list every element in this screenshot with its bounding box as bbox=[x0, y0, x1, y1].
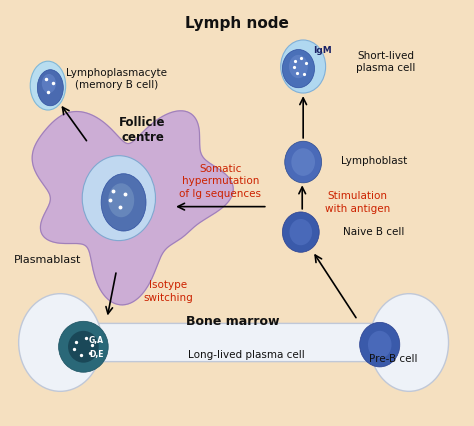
Ellipse shape bbox=[290, 219, 312, 245]
Ellipse shape bbox=[292, 148, 315, 176]
Ellipse shape bbox=[283, 49, 315, 88]
Text: Somatic
hypermutation
of Ig sequences: Somatic hypermutation of Ig sequences bbox=[180, 164, 262, 199]
Text: Lymph node: Lymph node bbox=[185, 16, 289, 31]
Text: Isotype
switching: Isotype switching bbox=[144, 280, 193, 303]
Text: Short-lived
plasma cell: Short-lived plasma cell bbox=[356, 51, 416, 73]
Ellipse shape bbox=[289, 55, 308, 78]
Ellipse shape bbox=[360, 322, 400, 367]
Text: D,E: D,E bbox=[89, 350, 104, 359]
Text: G,A: G,A bbox=[89, 336, 104, 345]
Text: Follicle
centre: Follicle centre bbox=[119, 116, 166, 144]
Ellipse shape bbox=[42, 74, 56, 93]
Text: Pre-B cell: Pre-B cell bbox=[369, 354, 417, 365]
Text: Lymphoblast: Lymphoblast bbox=[341, 156, 407, 166]
Text: Long-lived plasma cell: Long-lived plasma cell bbox=[188, 350, 305, 360]
Ellipse shape bbox=[37, 70, 64, 106]
FancyBboxPatch shape bbox=[54, 323, 416, 362]
Ellipse shape bbox=[18, 294, 102, 391]
Text: IgM: IgM bbox=[314, 46, 332, 55]
Ellipse shape bbox=[370, 294, 448, 391]
Ellipse shape bbox=[285, 141, 321, 183]
Text: Lymphoplasmacyte
(memory B cell): Lymphoplasmacyte (memory B cell) bbox=[66, 68, 167, 90]
Text: Plasmablast: Plasmablast bbox=[14, 255, 82, 265]
Ellipse shape bbox=[30, 61, 66, 110]
Ellipse shape bbox=[368, 331, 392, 358]
Ellipse shape bbox=[283, 212, 319, 252]
Ellipse shape bbox=[59, 321, 108, 372]
Polygon shape bbox=[32, 111, 233, 305]
Text: Bone marrow: Bone marrow bbox=[185, 315, 279, 328]
Ellipse shape bbox=[82, 155, 155, 241]
Ellipse shape bbox=[101, 174, 146, 231]
Ellipse shape bbox=[68, 331, 99, 363]
Text: Stimulation
with antigen: Stimulation with antigen bbox=[325, 191, 390, 213]
Text: Naive B cell: Naive B cell bbox=[343, 227, 405, 237]
Ellipse shape bbox=[281, 40, 326, 93]
Ellipse shape bbox=[108, 183, 134, 217]
